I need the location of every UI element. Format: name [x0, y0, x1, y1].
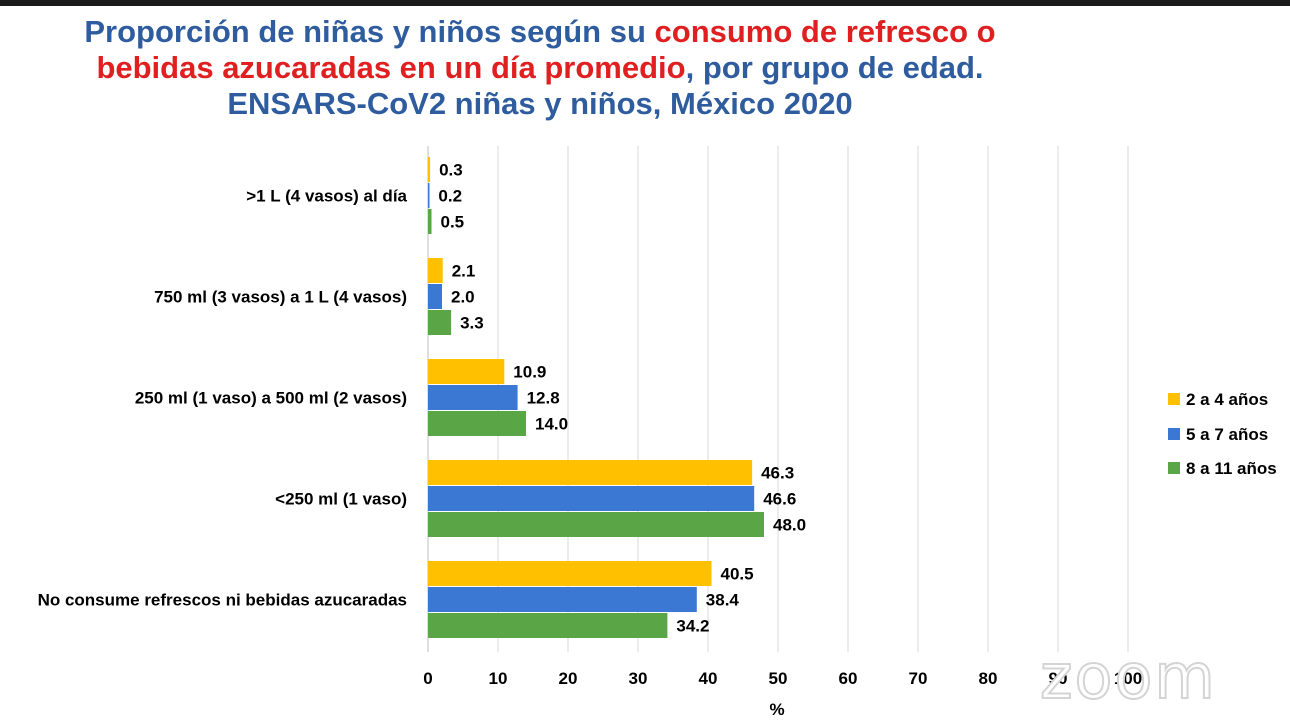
data-label: 10.9	[513, 363, 546, 382]
bar	[428, 157, 431, 182]
data-label: 46.6	[763, 490, 796, 509]
bar	[428, 561, 712, 586]
bar	[428, 209, 432, 234]
x-tick-label: 30	[629, 669, 648, 688]
data-label: 14.0	[535, 415, 568, 434]
x-tick-label: 70	[909, 669, 928, 688]
bar	[428, 284, 442, 309]
title-line2-part2: , por grupo de edad.	[685, 50, 984, 85]
x-tick-label: 20	[559, 669, 578, 688]
x-tick-label: 90	[1049, 669, 1068, 688]
data-label: 40.5	[721, 565, 754, 584]
x-tick-label: 60	[839, 669, 858, 688]
x-axis-label: %	[769, 700, 784, 719]
bar	[428, 486, 755, 511]
top-bar	[0, 0, 1290, 6]
title-line2-part1: bebidas azucaradas en un día promedio	[96, 50, 686, 85]
data-label: 0.5	[441, 213, 465, 232]
bar	[428, 587, 697, 612]
data-label: 2.1	[452, 262, 476, 281]
category-label: 250 ml (1 vaso) a 500 ml (2 vasos)	[135, 389, 407, 408]
category-label: >1 L (4 vasos) al día	[246, 187, 407, 206]
legend-swatch	[1168, 462, 1180, 474]
title-line3: ENSARS-CoV2 niñas y niños, México 2020	[227, 86, 853, 121]
data-label: 0.2	[438, 187, 462, 206]
data-label: 34.2	[676, 617, 709, 636]
bar	[428, 385, 518, 410]
category-label: 750 ml (3 vasos) a 1 L (4 vasos)	[154, 288, 407, 307]
legend-swatch	[1168, 393, 1180, 405]
x-tick-label: 50	[769, 669, 788, 688]
x-tick-label: 80	[979, 669, 998, 688]
data-label: 3.3	[460, 314, 484, 333]
data-label: 2.0	[451, 288, 475, 307]
data-label: 12.8	[527, 389, 560, 408]
bar	[428, 310, 452, 335]
legend-swatch	[1168, 428, 1180, 440]
chart-title: Proporción de niñas y niños según su con…	[40, 14, 1040, 122]
data-label: 48.0	[773, 516, 806, 535]
legend-label: 2 a 4 años	[1186, 390, 1268, 409]
bar	[428, 258, 443, 283]
data-label: 46.3	[761, 464, 794, 483]
x-tick-label: 40	[699, 669, 718, 688]
category-label: <250 ml (1 vaso)	[275, 490, 407, 509]
zoom-watermark: zoom	[1039, 639, 1217, 714]
bar	[428, 411, 526, 436]
bar	[428, 613, 668, 638]
bar	[428, 460, 753, 485]
x-tick-label: 0	[423, 669, 432, 688]
legend-label: 5 a 7 años	[1186, 425, 1268, 444]
title-line1-part2: consumo de refresco o	[654, 14, 996, 49]
data-label: 0.3	[439, 161, 463, 180]
bar	[428, 512, 764, 537]
x-tick-label: 100	[1114, 669, 1142, 688]
legend-label: 8 a 11 años	[1186, 459, 1277, 478]
title-line1-part1: Proporción de niñas y niños según su	[84, 14, 655, 49]
category-label: No consume refrescos ni bebidas azucarad…	[38, 591, 407, 610]
x-tick-label: 10	[489, 669, 508, 688]
bar	[428, 359, 505, 384]
data-label: 38.4	[706, 591, 740, 610]
bar	[428, 183, 430, 208]
